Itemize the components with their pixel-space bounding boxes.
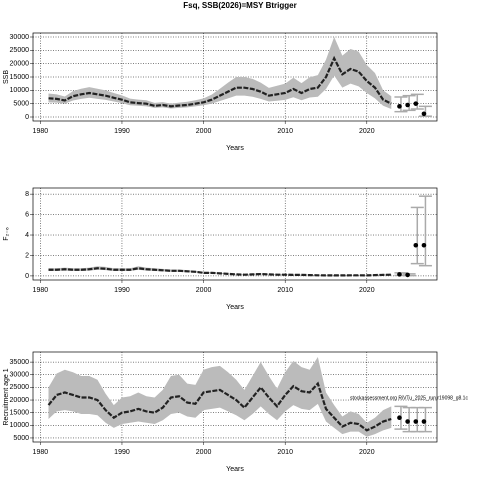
y-tick-label: 20000 (10, 397, 30, 404)
median-line (47, 381, 392, 432)
y-tick-label: 10000 (10, 87, 30, 94)
projection-point (413, 419, 419, 424)
projection-point (405, 102, 410, 108)
y-tick-label: 6 (25, 211, 29, 218)
y-tick-label: 4 (25, 232, 29, 239)
x-tick-label: 2000 (196, 287, 212, 294)
x-axis-label: Years (226, 466, 244, 473)
x-tick-label: 2020 (359, 128, 375, 135)
x-tick-label: 2010 (277, 449, 293, 456)
y-tick-label: 15000 (10, 410, 30, 417)
plot-frame (32, 187, 438, 281)
y-tick-label: 8 (25, 191, 29, 198)
x-tick-label: 2010 (277, 128, 293, 135)
y-tick-label: 30000 (10, 34, 30, 41)
x-tick-label: 1990 (114, 287, 130, 294)
x-tick-label: 2000 (196, 449, 212, 456)
projection-point (413, 101, 419, 106)
projection-point (405, 272, 410, 278)
x-tick-label: 2010 (277, 287, 293, 294)
x-axis-label: Years (226, 304, 244, 311)
x-tick-label: 2020 (359, 449, 375, 456)
confidence-band (48, 37, 392, 109)
annotation: stockassessment.org RiVTu_2025_run.r1909… (350, 395, 468, 401)
projection-point (397, 415, 402, 421)
x-tick-label: 1990 (114, 449, 130, 456)
x-tick-label: 1980 (33, 128, 49, 135)
projection-point (421, 419, 427, 424)
y-tick-label: 5000 (13, 435, 29, 442)
x-tick-label: 1990 (114, 128, 130, 135)
plot-frame (32, 351, 438, 443)
y-tick-label: 30000 (10, 372, 30, 379)
x-tick-label: 2000 (196, 128, 212, 135)
y-tick-label: 25000 (10, 47, 30, 54)
y-tick-label: 0 (25, 273, 29, 280)
x-axis-label: Years (226, 145, 244, 152)
median-line (48, 267, 392, 277)
y-tick-label: 5000 (13, 101, 29, 108)
projection-point (397, 272, 402, 277)
y-tick-label: 25000 (10, 384, 30, 391)
y-axis-label: Recruitment age 1 (3, 368, 10, 425)
projection-point (405, 419, 410, 424)
y-tick-label: 15000 (10, 74, 30, 81)
confidence-band (48, 357, 392, 437)
y-tick-label: 35000 (10, 359, 30, 366)
x-tick-label: 1980 (33, 449, 49, 456)
y-tick-label: 2 (25, 252, 29, 259)
plot-frame (32, 32, 438, 122)
x-tick-label: 1980 (33, 287, 49, 294)
projection-point (413, 242, 419, 248)
projection-point (421, 242, 427, 248)
y-tick-label: 0 (25, 114, 29, 121)
median-line (48, 55, 392, 108)
y-tick-label: 20000 (10, 61, 30, 68)
projection-point (421, 111, 427, 117)
y-axis-label: F₂₋₆ (3, 227, 10, 241)
projection-point (397, 104, 402, 109)
chart-title: Fsq, SSB(2026)=MSY Btrigger (183, 1, 296, 10)
y-axis-label: SSB (3, 70, 10, 84)
x-tick-label: 2020 (359, 287, 375, 294)
y-tick-label: 10000 (10, 422, 30, 429)
